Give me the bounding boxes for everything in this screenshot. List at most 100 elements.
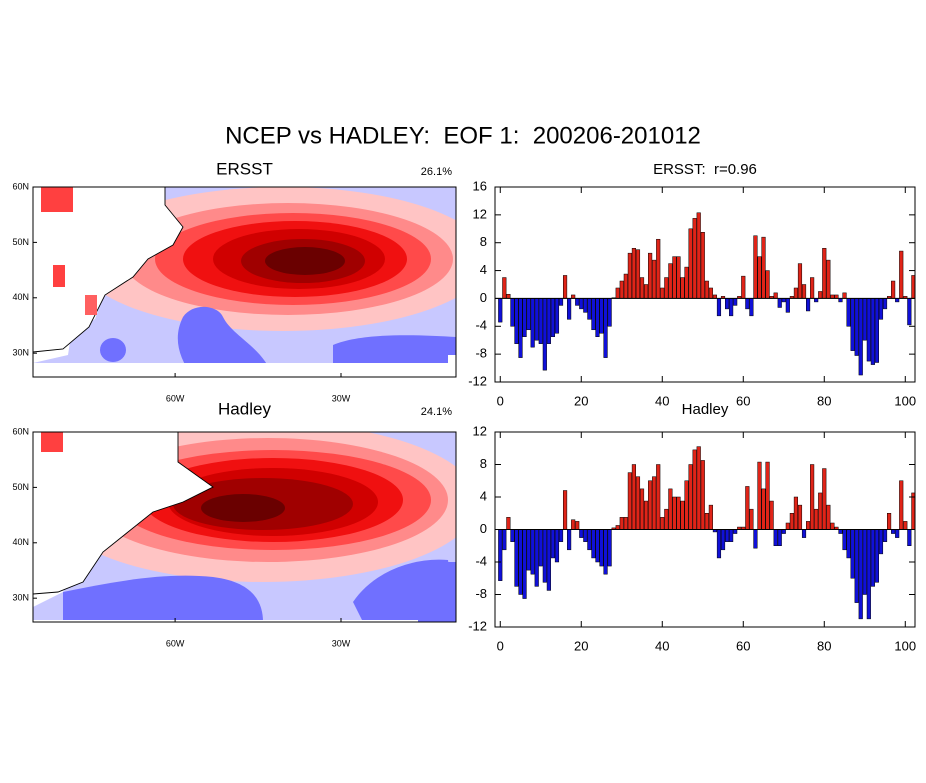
y-tick-label: -4 xyxy=(475,553,487,568)
bar xyxy=(785,298,790,313)
bar xyxy=(635,476,641,530)
bar xyxy=(696,446,701,530)
bar xyxy=(834,294,839,299)
bar xyxy=(907,298,912,326)
bar xyxy=(777,529,782,546)
bar xyxy=(668,488,673,530)
bar xyxy=(542,529,547,583)
bar xyxy=(793,496,798,530)
bar xyxy=(729,529,734,542)
bar xyxy=(769,500,774,530)
bar xyxy=(583,529,588,542)
x-tick-label: 20 xyxy=(574,393,588,408)
bar xyxy=(526,298,531,331)
bar xyxy=(514,298,519,344)
bar xyxy=(882,298,888,310)
bar xyxy=(530,298,535,348)
y-tick-label: 0 xyxy=(480,290,487,305)
bar xyxy=(858,298,863,376)
bar xyxy=(684,266,689,299)
bar xyxy=(534,529,539,587)
bar xyxy=(619,517,624,530)
bar xyxy=(562,490,568,530)
bar xyxy=(656,238,661,299)
bar xyxy=(627,472,632,530)
bar xyxy=(579,298,584,310)
bar xyxy=(558,298,564,306)
bar xyxy=(546,529,551,591)
bar xyxy=(575,298,580,306)
bar xyxy=(571,294,576,299)
y-tick-label: 12 xyxy=(473,206,487,221)
bar xyxy=(757,461,762,530)
bar xyxy=(842,292,847,299)
bar xyxy=(538,529,543,567)
bar xyxy=(866,298,871,362)
bar xyxy=(891,280,896,299)
bar xyxy=(862,298,867,341)
bar xyxy=(830,294,835,299)
bar xyxy=(854,298,859,356)
bar xyxy=(745,298,750,310)
x-tick-label: 60 xyxy=(736,393,750,408)
y-tick-label: 30N xyxy=(12,593,29,603)
bar xyxy=(720,529,726,551)
x-tick-label: 60 xyxy=(736,638,750,653)
bar xyxy=(498,298,503,323)
bar xyxy=(554,298,560,334)
bar xyxy=(801,284,807,299)
bar xyxy=(546,298,551,344)
y-tick-label: 8 xyxy=(480,234,487,249)
y-tick-label: 60N xyxy=(12,426,29,436)
y-tick-label: 0 xyxy=(480,521,487,536)
bar xyxy=(806,521,811,530)
bar xyxy=(733,298,738,306)
bar xyxy=(899,480,904,530)
bar xyxy=(749,508,754,530)
bar xyxy=(575,521,580,530)
bar xyxy=(506,517,511,530)
y-tick-label: 8 xyxy=(480,456,487,471)
bar xyxy=(874,298,880,363)
figure-title: NCEP vs HADLEY: EOF 1: 200206-201012 xyxy=(225,122,701,149)
x-tick-label: 80 xyxy=(817,638,831,653)
bar xyxy=(688,228,693,299)
bar xyxy=(648,480,653,530)
y-tick-label: -12 xyxy=(468,373,487,388)
bar xyxy=(814,508,819,530)
bar xyxy=(680,277,685,299)
bar xyxy=(587,298,592,320)
bar xyxy=(761,236,766,299)
map-annotation: 26.1% xyxy=(421,166,452,178)
bar xyxy=(631,248,636,299)
bar xyxy=(882,529,888,542)
y-tick-label: 40N xyxy=(12,292,29,302)
bar xyxy=(607,298,612,327)
bar xyxy=(716,298,722,317)
bar xyxy=(814,298,819,303)
y-tick-label: 16 xyxy=(473,178,487,193)
bar xyxy=(899,250,904,299)
bar xyxy=(648,252,653,299)
bar xyxy=(793,287,798,299)
y-tick-label: 30N xyxy=(12,348,29,358)
bar xyxy=(903,521,908,530)
bar xyxy=(603,298,608,358)
bar xyxy=(672,256,677,299)
bar xyxy=(810,277,815,299)
bar xyxy=(639,277,645,299)
bar xyxy=(579,529,584,538)
bar xyxy=(518,529,523,595)
bar xyxy=(826,259,831,299)
bar xyxy=(534,298,539,341)
bar xyxy=(789,513,794,530)
bar xyxy=(700,232,705,299)
bar xyxy=(708,504,713,530)
bar xyxy=(895,529,900,538)
bar xyxy=(623,273,628,299)
bar xyxy=(587,529,592,551)
bar xyxy=(599,529,604,567)
bar xyxy=(680,500,685,530)
bar xyxy=(785,522,790,530)
